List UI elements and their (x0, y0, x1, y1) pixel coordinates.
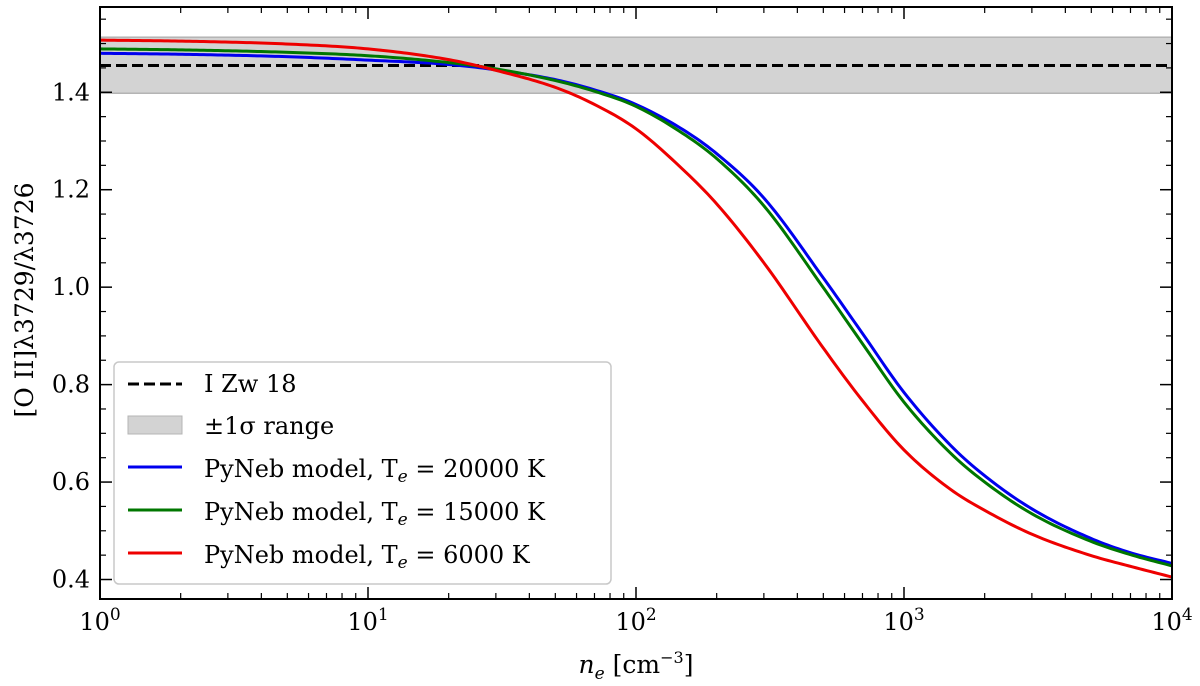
x-tick-label: 103 (883, 605, 924, 636)
y-tick-label: 1.0 (52, 273, 90, 301)
legend-frame (113, 361, 612, 585)
x-tick-label: 104 (1151, 605, 1192, 636)
y-axis-label: [O II]λ3729/λ3726 (10, 182, 39, 417)
legend-swatch-band (127, 415, 183, 435)
series-line-1 (99, 47, 1173, 568)
series-line-0 (99, 51, 1173, 565)
x-tick-label: 102 (615, 605, 656, 636)
legend-label-series-2: PyNeb model, Te = 6000 K (204, 541, 531, 573)
x-axis-label: ne [cm−3] (579, 648, 694, 684)
legend-label-series-1: PyNeb model, Te = 15000 K (204, 498, 546, 530)
y-tick-label: 1.2 (52, 176, 90, 204)
y-tick-label: 0.4 (52, 566, 90, 594)
legend: I Zw 18 ±1σ range PyNeb model, Te = 2000… (113, 361, 612, 585)
series-line-2 (99, 38, 1173, 579)
x-tick-label: 100 (79, 605, 120, 636)
legend-label-series-0: PyNeb model, Te = 20000 K (204, 455, 546, 487)
x-tick-label: 101 (347, 605, 388, 636)
plot-area (99, 6, 1173, 600)
legend-label-reference: I Zw 18 (204, 370, 297, 398)
legend-label-band: ±1σ range (204, 412, 334, 440)
x-axis: 100 101 102 103 104 (79, 7, 1193, 636)
y-tick-label: 0.6 (52, 468, 90, 496)
y-axis: 0.4 0.6 0.8 1.0 1.2 1.4 (52, 18, 1172, 594)
y-tick-label: 1.4 (52, 78, 90, 106)
y-tick-label: 0.8 (52, 371, 90, 399)
